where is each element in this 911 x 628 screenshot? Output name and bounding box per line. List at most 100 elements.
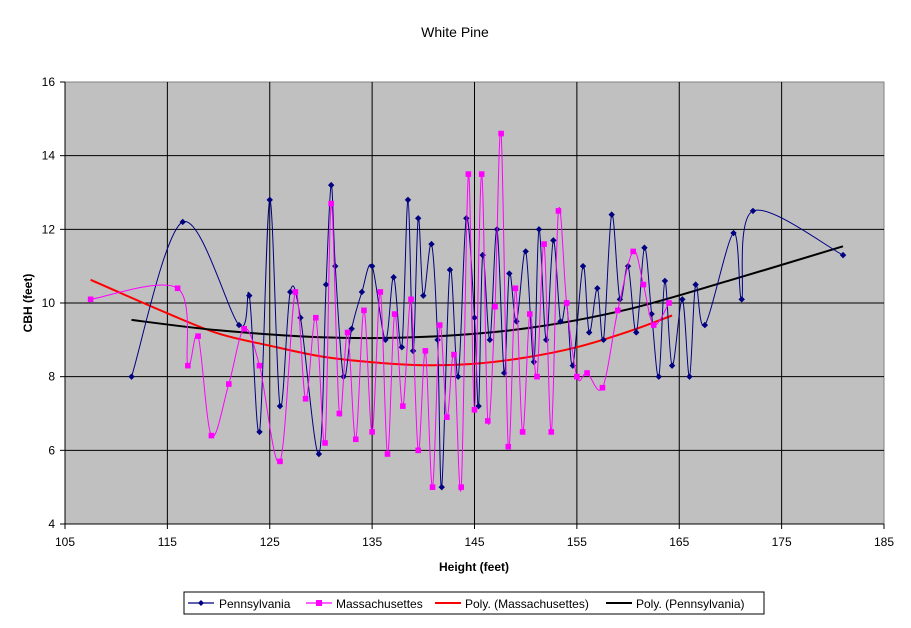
data-point-pennsylvania	[594, 285, 601, 292]
data-point-massachusettes	[352, 436, 359, 443]
y-tick-label: 14	[42, 149, 56, 163]
data-point-pennsylvania	[661, 277, 669, 285]
y-tick-label: 10	[42, 296, 56, 310]
data-point-pennsylvania	[655, 373, 662, 380]
data-point-pennsylvania	[128, 373, 135, 380]
data-point-massachusettes	[615, 307, 621, 314]
data-point-massachusettes	[666, 300, 672, 306]
data-point-pennsylvania	[471, 314, 478, 321]
data-point-massachusettes	[302, 395, 309, 402]
data-point-massachusettes	[465, 171, 472, 177]
data-point-massachusettes	[505, 443, 512, 450]
data-point-massachusettes	[422, 348, 429, 354]
data-point-massachusettes	[478, 171, 485, 177]
data-point-pennsylvania	[550, 237, 557, 244]
y-tick-label: 4	[48, 517, 55, 531]
data-point-pennsylvania	[730, 229, 737, 237]
data-point-pennsylvania	[542, 336, 550, 344]
data-point-pennsylvania	[749, 207, 757, 215]
data-point-pennsylvania	[579, 262, 587, 270]
data-point-massachusettes	[415, 447, 421, 454]
data-point-massachusettes	[361, 307, 367, 314]
data-point-massachusettes	[87, 296, 94, 303]
data-point-massachusettes	[208, 432, 215, 439]
legend-marker-pennsylvania	[198, 600, 204, 606]
y-axis-title: CBH (feet)	[21, 274, 35, 333]
data-point-pennsylvania	[535, 226, 543, 233]
legend-entry-poly-pennsylvania: Poly. (Pennsylvania)	[606, 597, 745, 611]
data-point-pennsylvania	[692, 281, 699, 288]
data-point-pennsylvania	[409, 347, 417, 355]
legend-marker-massachusettes	[316, 600, 322, 606]
x-tick-label: 155	[567, 535, 587, 549]
data-point-massachusettes	[400, 403, 406, 409]
data-point-pennsylvania	[358, 288, 366, 296]
data-point-massachusettes	[195, 333, 201, 339]
data-point-pennsylvania	[608, 211, 615, 218]
legend-label-poly-massachusettes: Poly. (Massachusettes)	[465, 597, 589, 611]
data-point-massachusettes	[512, 285, 519, 292]
data-point-massachusettes	[174, 285, 181, 292]
data-point-massachusettes	[471, 407, 478, 413]
data-point-massachusettes	[574, 373, 580, 380]
data-point-pennsylvania	[428, 240, 435, 248]
data-point-pennsylvania	[235, 321, 243, 329]
data-point-pennsylvania	[530, 358, 538, 366]
data-point-pennsylvania	[600, 336, 607, 344]
y-tick-label: 8	[48, 370, 55, 384]
data-point-massachusettes	[429, 484, 436, 490]
data-point-massachusettes	[436, 322, 443, 328]
data-point-pennsylvania	[420, 292, 427, 299]
data-point-massachusettes	[313, 314, 319, 321]
data-point-pennsylvania	[398, 344, 406, 351]
data-point-massachusettes	[322, 440, 328, 446]
trendline-poly-pennsylvania	[131, 245, 844, 340]
data-point-pennsylvania	[276, 402, 284, 410]
data-point-pennsylvania	[322, 281, 330, 288]
x-axis-title: Height (feet)	[439, 560, 509, 574]
data-point-pennsylvania	[506, 270, 513, 277]
data-point-massachusettes	[185, 362, 191, 369]
data-point-pennsylvania	[686, 373, 693, 380]
data-point-pennsylvania	[557, 318, 564, 325]
legend-entry-poly-massachusettes: Poly. (Massachusettes)	[435, 597, 589, 611]
data-point-massachusettes	[563, 300, 570, 306]
data-point-pennsylvania	[287, 288, 294, 296]
data-point-massachusettes	[328, 200, 334, 207]
x-tick-label: 185	[874, 535, 894, 549]
x-tick-label: 135	[362, 535, 382, 549]
data-point-pennsylvania	[246, 292, 253, 299]
data-point-pennsylvania	[382, 336, 389, 344]
data-point-pennsylvania	[390, 274, 397, 281]
data-point-pennsylvania	[633, 329, 640, 336]
x-tick-label: 125	[260, 535, 280, 549]
data-point-massachusettes	[256, 362, 263, 369]
series-pennsylvania	[128, 181, 847, 491]
legend-label-pennsylvania: Pennsylvania	[219, 597, 291, 611]
data-point-massachusettes	[492, 303, 498, 310]
data-point-pennsylvania	[332, 262, 339, 270]
data-point-pennsylvania	[641, 244, 648, 251]
data-point-massachusettes	[519, 429, 526, 435]
data-point-massachusettes	[391, 311, 398, 317]
axes: 105 115 125 135 145 155 165 175 185 4 6 8 10 12 14 16	[42, 75, 895, 549]
data-point-pennsylvania	[585, 329, 593, 336]
data-point-pennsylvania	[434, 336, 441, 344]
legend-box	[183, 591, 765, 615]
x-tick-label: 105	[55, 535, 75, 549]
grid-lines	[65, 82, 884, 524]
data-point-pennsylvania	[414, 215, 422, 222]
legend-entry-pennsylvania: Pennsylvania	[188, 597, 291, 611]
legend: Pennsylvania Massachusettes Poly. (Massa…	[183, 591, 765, 615]
data-point-pennsylvania	[454, 373, 462, 380]
data-point-massachusettes	[277, 458, 283, 465]
x-tick-label: 175	[772, 535, 792, 549]
data-point-pennsylvania	[839, 251, 847, 259]
data-point-pennsylvania	[266, 196, 273, 204]
data-point-massachusettes	[369, 429, 375, 435]
data-point-massachusettes	[444, 414, 450, 420]
data-point-massachusettes	[377, 289, 384, 295]
data-point-massachusettes	[584, 370, 590, 376]
chart-title: White Pine	[421, 24, 489, 40]
